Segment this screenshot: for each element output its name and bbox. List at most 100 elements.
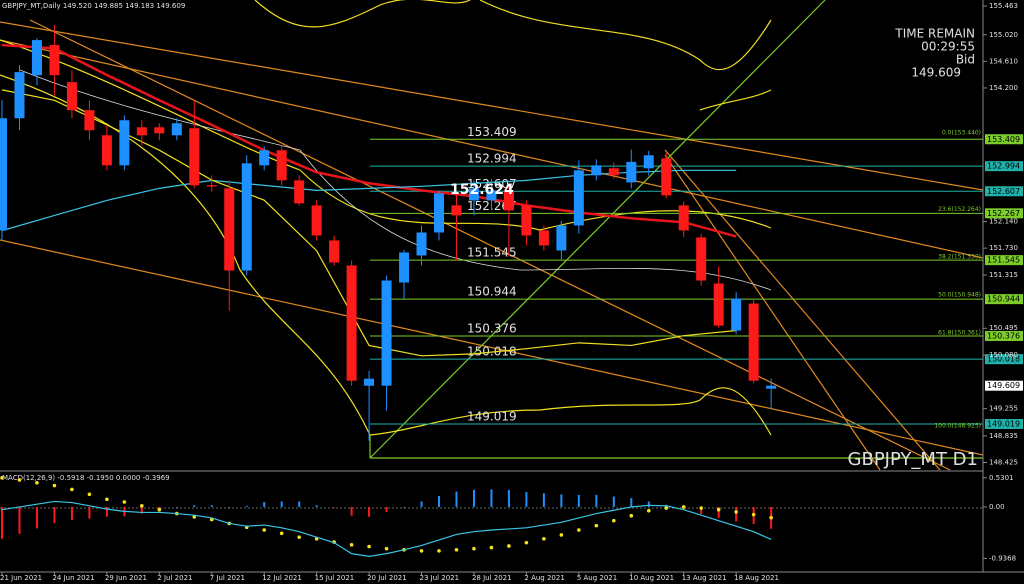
- candle-body: [399, 252, 410, 283]
- x-tick-label: 28 Jul 2021: [472, 574, 512, 582]
- candle-body: [748, 303, 759, 381]
- symbol-label: GBPJPY_MT D1: [848, 449, 978, 470]
- macd-bar: [70, 506, 73, 521]
- candle-body: [556, 225, 567, 251]
- candle-body: [678, 205, 689, 231]
- macd-bar: [472, 489, 475, 507]
- signal-dot: [297, 535, 301, 539]
- fib-label: 23.6(152.264): [938, 206, 981, 213]
- candle-body: [119, 120, 130, 166]
- macd-bar: [210, 505, 213, 507]
- candle-body: [171, 123, 182, 136]
- x-tick-label: 2 Jul 2021: [157, 574, 192, 582]
- candle-body: [66, 82, 77, 111]
- signal-dot: [629, 513, 634, 518]
- signal-dot: [0, 476, 4, 480]
- x-tick-label: 2 Aug 2021: [524, 574, 564, 582]
- signal-dot: [35, 480, 39, 485]
- price-tag-label: 150.944: [987, 295, 1020, 304]
- price-tag-label: 149.019: [987, 419, 1020, 428]
- signal-dot: [769, 515, 773, 520]
- level-label: 149.019: [467, 409, 517, 423]
- current-price-tag: [985, 380, 1023, 391]
- signal-dot: [699, 506, 703, 510]
- candle-body: [416, 232, 427, 256]
- candle-body: [31, 40, 42, 76]
- timer-caption: TIME REMAIN: [894, 27, 975, 41]
- macd-bar: [542, 493, 545, 507]
- candle-body: [696, 237, 707, 281]
- chart-title: GBPJPY_MT,Daily 149.520 149.885 149.183 …: [2, 2, 185, 10]
- macd-line: [1, 500, 772, 558]
- signal-dot: [472, 546, 476, 551]
- price-tag-label: 150.018: [987, 355, 1020, 364]
- candle-body: [573, 170, 584, 226]
- price-tag-label: 150.376: [987, 331, 1020, 340]
- macd-bar: [612, 496, 615, 507]
- trend-line: [0, 239, 984, 456]
- signal-dot: [594, 523, 599, 528]
- indicator-line: [1, 43, 737, 238]
- signal-dot: [716, 507, 721, 512]
- price-tag: [985, 255, 1023, 266]
- candle-body: [434, 193, 444, 233]
- y-tick-label: 151.730: [989, 244, 1018, 252]
- macd-bar: [438, 495, 440, 507]
- signal-dot: [437, 549, 441, 553]
- price-tag-label: 152.994: [987, 162, 1020, 171]
- signal-dot: [52, 483, 57, 488]
- y-tick-label: 151.315: [989, 271, 1018, 279]
- x-tick-label: 12 Jul 2021: [262, 574, 302, 582]
- macd-bar: [700, 506, 703, 515]
- y-tick-label: 155.463: [989, 2, 1018, 10]
- macd-bar: [175, 506, 178, 508]
- trend-line: [0, 39, 984, 259]
- macd-bar: [298, 501, 301, 507]
- candle-body: [626, 161, 637, 183]
- macd-title: MACD(12,26,9) -0.5918 -0.1950 0.0000 -0.…: [2, 474, 170, 482]
- candle-body: [608, 168, 619, 176]
- macd-bar: [280, 501, 283, 507]
- y-tick-label: 152.140: [989, 218, 1018, 226]
- signal-dot: [17, 478, 22, 482]
- trend-line: [369, 0, 826, 459]
- price-tag: [985, 294, 1023, 305]
- macd-bar: [507, 489, 510, 507]
- macd-bar: [350, 506, 353, 516]
- macd-bar: [53, 506, 56, 523]
- candle-body: [241, 163, 252, 271]
- macd-bar: [560, 494, 563, 507]
- candle-body: [49, 45, 60, 76]
- macd-bar: [525, 492, 528, 507]
- x-tick-label: 13 Aug 2021: [682, 574, 727, 582]
- candle-body: [311, 205, 322, 236]
- ma-line: [19, 69, 772, 291]
- band-upper: [479, 0, 772, 71]
- price-tag-label: 153.409: [987, 135, 1020, 144]
- x-tick-label: 7 Jul 2021: [210, 574, 245, 582]
- candle-body: [643, 155, 654, 169]
- candle-body: [713, 283, 724, 326]
- price-tag: [985, 134, 1023, 145]
- price-tag: [985, 354, 1023, 365]
- candle-body: [294, 180, 305, 204]
- signal-dot: [577, 528, 581, 532]
- price-annotation: 152.624: [450, 182, 514, 198]
- candle-body: [346, 265, 357, 381]
- y-tick-label: 155.020: [989, 31, 1018, 39]
- level-label: 150.944: [467, 285, 517, 299]
- level-label: 153.409: [467, 125, 517, 139]
- y-tick-label: 148.425: [989, 459, 1018, 467]
- x-tick-label: 21 Jun 2021: [0, 574, 42, 582]
- signal-dot: [262, 528, 267, 532]
- macd-bar: [333, 506, 336, 508]
- trend-line: [664, 149, 941, 471]
- x-tick-label: 20 Jul 2021: [367, 574, 407, 582]
- candle-body: [661, 158, 672, 196]
- signal-dot: [419, 549, 424, 553]
- signal-dot: [559, 533, 564, 537]
- macd-bar: [88, 506, 91, 519]
- candle-body: [521, 205, 532, 236]
- signal-dot: [612, 518, 616, 523]
